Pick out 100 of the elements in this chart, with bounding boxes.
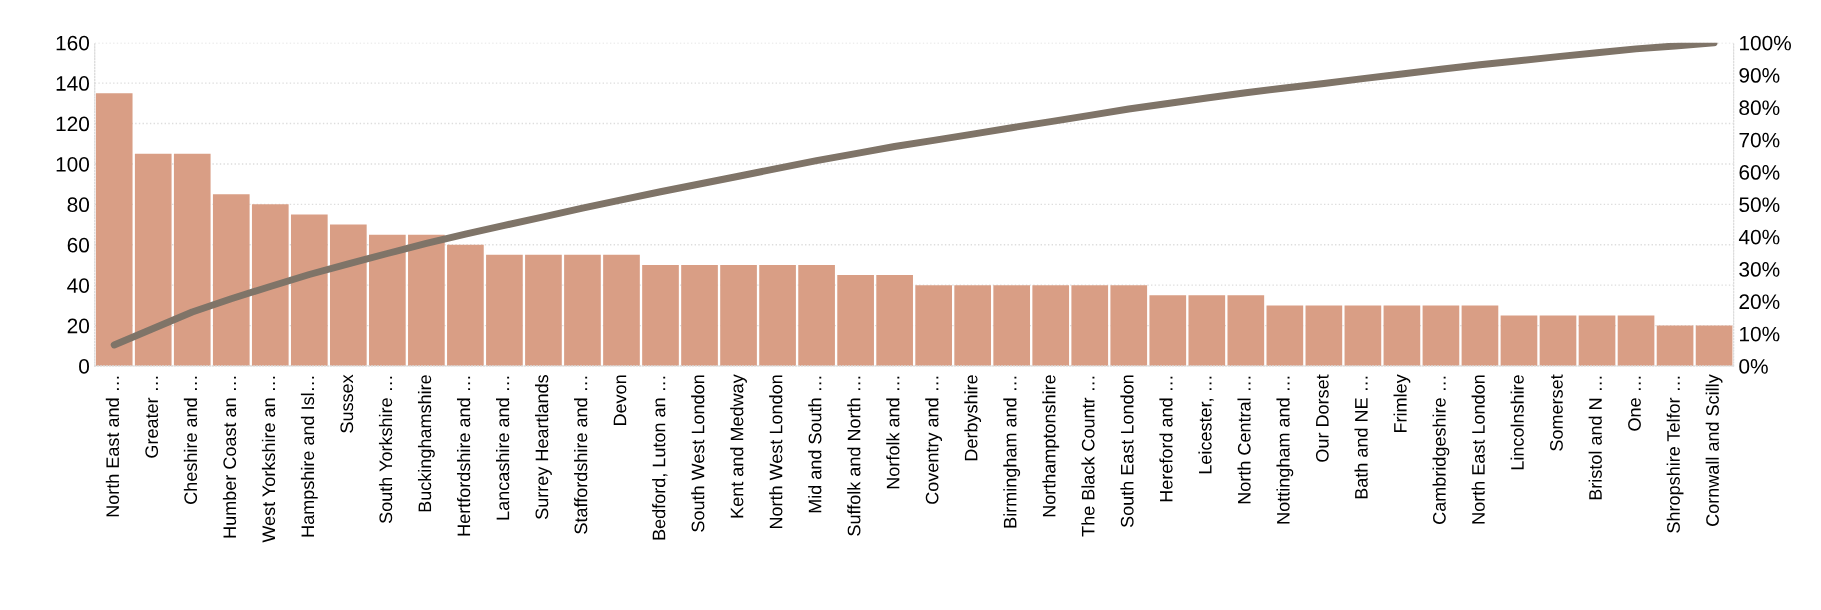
bar — [1032, 285, 1070, 366]
bar — [837, 275, 874, 366]
y-tick-label: 20 — [67, 318, 90, 334]
bar — [369, 234, 406, 366]
y2-tick-label: 100% — [1740, 35, 1791, 51]
x-tick-label: Humber Coast an … — [222, 376, 237, 538]
bar — [447, 244, 484, 366]
x-tick-label: Kent and Medway — [730, 374, 747, 518]
bar — [1305, 305, 1343, 366]
bar — [681, 264, 718, 366]
x-tick-label: Cornwall and Scilly — [1705, 374, 1723, 526]
bar — [564, 254, 601, 366]
x-tick-label: Frimley — [1393, 374, 1411, 433]
x-tick-label: Bedford, Luton an … — [652, 376, 668, 540]
x-tick-label: South Yorkshire … — [378, 376, 393, 524]
y2-tick-label: 30% — [1739, 262, 1780, 277]
bar — [1695, 325, 1733, 366]
x-tick-label: Derbyshire — [964, 375, 982, 461]
x-tick-label: Leicester, … — [1198, 376, 1214, 474]
bar — [1617, 315, 1655, 366]
bar — [759, 264, 796, 366]
bar — [173, 153, 211, 366]
y2-tick-label: 10% — [1740, 326, 1780, 342]
bar — [798, 264, 835, 366]
bar — [1110, 285, 1148, 366]
y-tick-label: 120 — [56, 116, 90, 132]
bar — [993, 285, 1031, 366]
bar — [915, 285, 952, 366]
x-tick-label: Coventry and … — [925, 376, 943, 504]
y2-tick-label: 80% — [1739, 100, 1780, 116]
bar — [876, 275, 913, 366]
y2-tick-label: 60% — [1739, 165, 1780, 180]
x-tick-label: Staffordshire and … — [574, 376, 588, 534]
y-tick-label: 0 — [79, 359, 90, 374]
bar — [408, 234, 445, 366]
x-tick-label: The Black Countr … — [1081, 376, 1095, 537]
y-tick-label: 40 — [67, 278, 90, 293]
x-tick-label: Norfolk and … — [886, 376, 900, 489]
bar — [329, 224, 367, 366]
bar — [720, 264, 757, 366]
x-tick-label: North East and … — [105, 376, 120, 517]
y-tick-label: 60 — [67, 237, 90, 253]
y2-tick-label: 0% — [1739, 359, 1768, 374]
x-tick-label: West Yorkshire an … — [261, 376, 276, 543]
x-tick-label: Cambridgeshire … — [1432, 376, 1450, 524]
x-tick-label: Bristol and N … — [1588, 376, 1602, 500]
x-tick-label: North West London — [769, 375, 783, 529]
bar — [954, 285, 992, 366]
x-tick-label: Suffolk and North … — [847, 376, 861, 536]
x-tick-label: Buckinghamshire — [417, 375, 435, 512]
bar — [1149, 295, 1187, 366]
x-tick-label: Greater … — [145, 376, 159, 458]
bar — [1383, 305, 1421, 366]
bar — [1266, 305, 1304, 366]
x-tick-label: Lincolnshire — [1510, 375, 1524, 470]
x-tick-label: Somerset — [1550, 374, 1563, 451]
bar — [134, 153, 172, 366]
x-tick-label: Nottingham and … — [1276, 376, 1294, 524]
bar — [486, 254, 523, 366]
x-tick-label: One … — [1628, 376, 1641, 431]
bar — [95, 93, 133, 366]
y2-tick-label: 90% — [1739, 68, 1780, 83]
y2-tick-label: 20% — [1739, 294, 1780, 310]
x-tick-label: Hampshire and Isl… — [300, 376, 318, 537]
x-tick-label: Devon — [613, 375, 627, 426]
y-tick-label: 140 — [56, 76, 90, 91]
bar — [525, 254, 562, 366]
x-tick-label: Hereford and … — [1159, 376, 1173, 502]
bar — [1578, 315, 1616, 366]
x-tick-label: Bath and NE … — [1354, 376, 1368, 499]
x-tick-label: Birmingham and … — [1003, 376, 1021, 528]
bar — [1344, 305, 1382, 366]
bar — [1461, 305, 1499, 366]
y2-tick-label: 40% — [1738, 229, 1780, 245]
x-tick-label: Hertfordshire and … — [456, 376, 471, 536]
x-tick-label: South West London — [691, 375, 705, 532]
bar — [603, 254, 640, 366]
bar — [1422, 305, 1460, 366]
y-tick-label: 100 — [56, 156, 90, 172]
y-tick-label: 80 — [67, 197, 90, 213]
y2-tick-label: 50% — [1739, 197, 1780, 213]
x-tick-label: Sussex — [340, 374, 354, 433]
bar — [251, 204, 289, 366]
x-tick-label: North Central … — [1237, 376, 1251, 504]
bar — [1188, 295, 1226, 366]
x-tick-label: Northamptonshire — [1042, 375, 1060, 517]
bar — [1656, 325, 1694, 366]
y2-tick-label: 70% — [1739, 132, 1780, 148]
x-tick-label: Surrey Heartlands — [535, 374, 552, 520]
x-tick-label: Lancashire and … — [496, 376, 510, 520]
bar — [1500, 315, 1538, 366]
bar — [1227, 295, 1265, 366]
bar — [1071, 285, 1109, 366]
x-tick-label: North East London — [1471, 375, 1485, 524]
x-tick-label: Cheshire and … — [183, 376, 198, 504]
x-tick-label: South East London — [1120, 375, 1134, 528]
x-tick-label: Mid and South … — [808, 376, 822, 513]
y-tick-label: 160 — [56, 35, 90, 51]
bar — [642, 264, 679, 366]
bar — [290, 214, 328, 366]
